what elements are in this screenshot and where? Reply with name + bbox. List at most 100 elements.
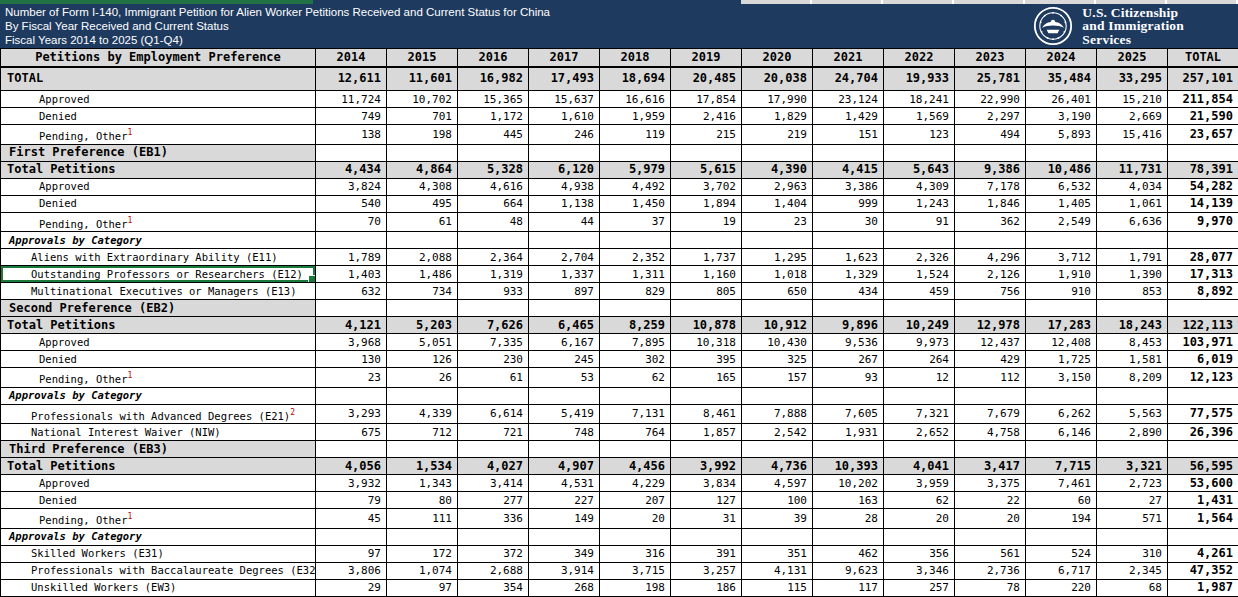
- value-cell[interactable]: [458, 144, 529, 161]
- value-cell[interactable]: [1097, 528, 1168, 545]
- row-label-cell[interactable]: Denied: [1, 492, 316, 509]
- total-cell[interactable]: [1168, 300, 1238, 317]
- value-cell[interactable]: [955, 232, 1026, 249]
- value-cell[interactable]: 30: [813, 212, 884, 232]
- value-cell[interactable]: 999: [813, 195, 884, 212]
- value-cell[interactable]: [1026, 387, 1097, 404]
- value-cell[interactable]: 117: [813, 579, 884, 596]
- value-cell[interactable]: 6,167: [529, 334, 600, 351]
- value-cell[interactable]: 17,283: [1026, 317, 1097, 334]
- total-cell[interactable]: 8,892: [1168, 283, 1238, 300]
- value-cell[interactable]: 7,895: [600, 334, 671, 351]
- total-cell[interactable]: 23,657: [1168, 125, 1238, 145]
- value-cell[interactable]: [884, 232, 955, 249]
- value-cell[interactable]: 1,959: [600, 108, 671, 125]
- value-cell[interactable]: 356: [884, 545, 955, 562]
- value-cell[interactable]: 429: [955, 351, 1026, 368]
- value-cell[interactable]: 734: [387, 283, 458, 300]
- value-cell[interactable]: [1026, 232, 1097, 249]
- value-cell[interactable]: [600, 144, 671, 161]
- value-cell[interactable]: 61: [458, 368, 529, 388]
- value-cell[interactable]: 1,450: [600, 195, 671, 212]
- row-label-cell[interactable]: Total Petitions: [1, 161, 316, 178]
- value-cell[interactable]: 3,375: [955, 475, 1026, 492]
- row-label-cell[interactable]: Total Petitions: [1, 317, 316, 334]
- value-cell[interactable]: 112: [955, 368, 1026, 388]
- total-cell[interactable]: 103,971: [1168, 334, 1238, 351]
- column-header-2018[interactable]: 2018: [600, 49, 671, 67]
- row-label-cell[interactable]: Approved: [1, 475, 316, 492]
- value-cell[interactable]: 165: [671, 368, 742, 388]
- value-cell[interactable]: 11,724: [316, 91, 387, 108]
- value-cell[interactable]: 10,912: [742, 317, 813, 334]
- value-cell[interactable]: [316, 528, 387, 545]
- value-cell[interactable]: 1,429: [813, 108, 884, 125]
- value-cell[interactable]: 1,524: [884, 266, 955, 283]
- value-cell[interactable]: 20,038: [742, 67, 813, 91]
- row-label-cell[interactable]: Pending, Other1: [1, 368, 316, 388]
- total-cell[interactable]: 54,282: [1168, 178, 1238, 195]
- value-cell[interactable]: [813, 387, 884, 404]
- value-cell[interactable]: 79: [316, 492, 387, 509]
- value-cell[interactable]: 1,534: [387, 458, 458, 475]
- value-cell[interactable]: 316: [600, 545, 671, 562]
- value-cell[interactable]: 2,723: [1097, 475, 1168, 492]
- value-cell[interactable]: 1,623: [813, 249, 884, 266]
- value-cell[interactable]: 68: [1097, 579, 1168, 596]
- value-cell[interactable]: [742, 387, 813, 404]
- value-cell[interactable]: 1,725: [1026, 351, 1097, 368]
- value-cell[interactable]: 115: [742, 579, 813, 596]
- value-cell[interactable]: 325: [742, 351, 813, 368]
- value-cell[interactable]: [671, 441, 742, 458]
- value-cell[interactable]: 10,249: [884, 317, 955, 334]
- value-cell[interactable]: 3,346: [884, 562, 955, 579]
- value-cell[interactable]: 35,484: [1026, 67, 1097, 91]
- value-cell[interactable]: 2,704: [529, 249, 600, 266]
- value-cell[interactable]: 22: [955, 492, 1026, 509]
- value-cell[interactable]: 3,834: [671, 475, 742, 492]
- value-cell[interactable]: [671, 528, 742, 545]
- value-cell[interactable]: 20: [955, 509, 1026, 529]
- value-cell[interactable]: 20: [884, 509, 955, 529]
- value-cell[interactable]: [458, 441, 529, 458]
- value-cell[interactable]: 1,061: [1097, 195, 1168, 212]
- value-cell[interactable]: 701: [387, 108, 458, 125]
- value-cell[interactable]: [1097, 144, 1168, 161]
- column-header-2015[interactable]: 2015: [387, 49, 458, 67]
- value-cell[interactable]: 10,878: [671, 317, 742, 334]
- value-cell[interactable]: 48: [458, 212, 529, 232]
- total-cell[interactable]: 14,139: [1168, 195, 1238, 212]
- value-cell[interactable]: 18,241: [884, 91, 955, 108]
- value-cell[interactable]: 4,390: [742, 161, 813, 178]
- value-cell[interactable]: [1026, 441, 1097, 458]
- value-cell[interactable]: 910: [1026, 283, 1097, 300]
- value-cell[interactable]: 12,437: [955, 334, 1026, 351]
- value-cell[interactable]: [955, 300, 1026, 317]
- value-cell[interactable]: 29: [316, 579, 387, 596]
- value-cell[interactable]: 78: [955, 579, 1026, 596]
- value-cell[interactable]: 354: [458, 579, 529, 596]
- value-cell[interactable]: 11,731: [1097, 161, 1168, 178]
- total-cell[interactable]: [1168, 528, 1238, 545]
- value-cell[interactable]: 22,990: [955, 91, 1026, 108]
- value-cell[interactable]: [813, 144, 884, 161]
- row-label-cell[interactable]: Unskilled Workers (EW3): [1, 579, 316, 596]
- value-cell[interactable]: 264: [884, 351, 955, 368]
- value-cell[interactable]: 23,124: [813, 91, 884, 108]
- value-cell[interactable]: 1,610: [529, 108, 600, 125]
- value-cell[interactable]: [813, 528, 884, 545]
- value-cell[interactable]: [884, 387, 955, 404]
- value-cell[interactable]: 1,789: [316, 249, 387, 266]
- value-cell[interactable]: 17,854: [671, 91, 742, 108]
- value-cell[interactable]: 1,074: [387, 562, 458, 579]
- row-label-cell[interactable]: Approvals by Category: [1, 387, 316, 404]
- value-cell[interactable]: 1,857: [671, 424, 742, 441]
- value-cell[interactable]: 230: [458, 351, 529, 368]
- total-cell[interactable]: 6,019: [1168, 351, 1238, 368]
- value-cell[interactable]: 219: [742, 125, 813, 145]
- value-cell[interactable]: [529, 528, 600, 545]
- row-label-cell[interactable]: Pending, Other1: [1, 212, 316, 232]
- total-cell[interactable]: 1,564: [1168, 509, 1238, 529]
- value-cell[interactable]: 5,419: [529, 404, 600, 424]
- value-cell[interactable]: 4,616: [458, 178, 529, 195]
